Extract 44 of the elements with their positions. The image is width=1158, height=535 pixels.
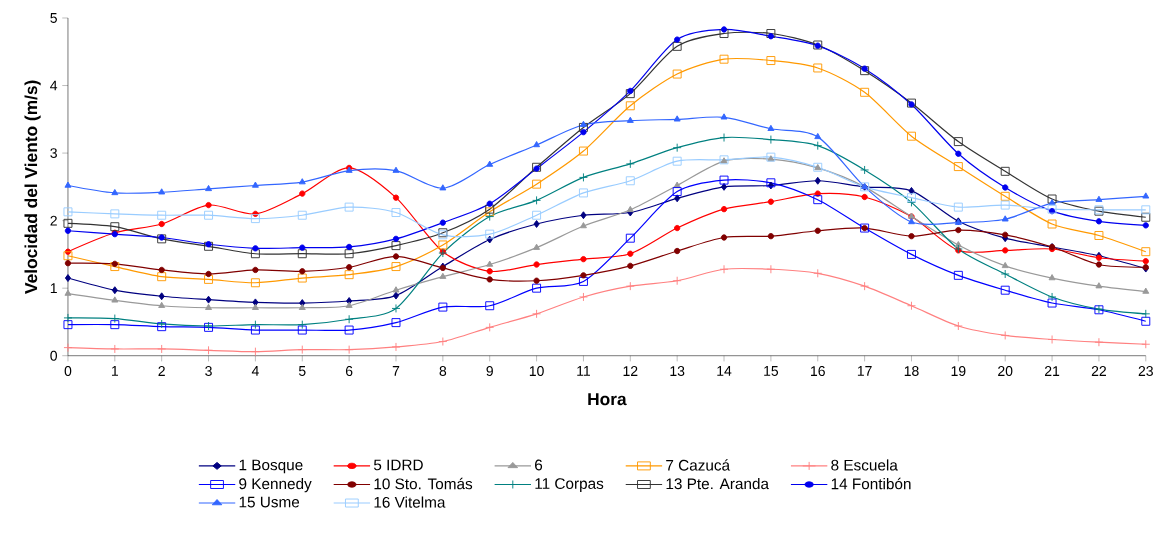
x-tick-label: 23 [1138,366,1153,377]
x-tick-label: 19 [951,366,966,377]
x-tick-label: 1 [112,366,119,376]
x-tick-label: 13 [670,366,685,377]
legend-label: 13 Pte. Aranda [666,478,770,490]
x-tick-label: 15 [764,366,779,377]
x-tick-label: 6 [345,366,353,377]
x-tick-label: 10 [529,366,544,377]
legend-label: 6 [535,459,543,471]
legend-label: 9 Kennedy [239,478,312,493]
x-tick-label: 16 [811,366,825,377]
y-tick-label: 0 [50,350,58,361]
x-tick-label: 11 [577,366,591,376]
x-tick-label: 3 [205,366,212,377]
x-axis-title: Hora [588,393,627,406]
x-tick-label: 12 [623,366,638,377]
y-tick-label: 5 [50,13,57,24]
y-axis-title: Velocidad del Viento (m/s) [24,80,41,295]
legend-label: 8 Escuela [831,459,898,471]
x-tick-label: 5 [298,366,306,377]
x-tick-label: 4 [251,366,259,376]
x-tick-label: 14 [717,366,732,376]
x-tick-label: 17 [857,366,872,376]
legend-label: 14 Fontibón [831,478,911,490]
legend-label: 7 Cazucá [666,459,731,471]
x-tick-label: 18 [904,366,919,377]
legend-label: 11 Corpas [535,478,604,493]
legend-label: 16 Vitelma [374,496,446,508]
x-tick-label: 21 [1044,366,1060,377]
y-tick-label: 1 [50,283,57,294]
x-tick-label: 20 [998,366,1013,377]
legend-label: 5 IDRD [373,459,423,471]
legend-label: 1 Bosque [239,459,303,474]
x-tick-label: 2 [158,366,165,377]
y-tick-label: 2 [50,215,57,226]
y-tick-label: 4 [50,80,58,91]
x-tick-label: 9 [486,366,493,377]
legend-label: 15 Usme [239,496,300,508]
y-tick-label: 3 [50,148,57,159]
x-tick-label: 0 [64,366,72,377]
legend-label: 10 Sto. Tomás [374,478,473,490]
x-tick-label: 8 [439,366,447,377]
x-tick-label: 7 [392,366,400,376]
x-tick-label: 22 [1091,366,1106,377]
